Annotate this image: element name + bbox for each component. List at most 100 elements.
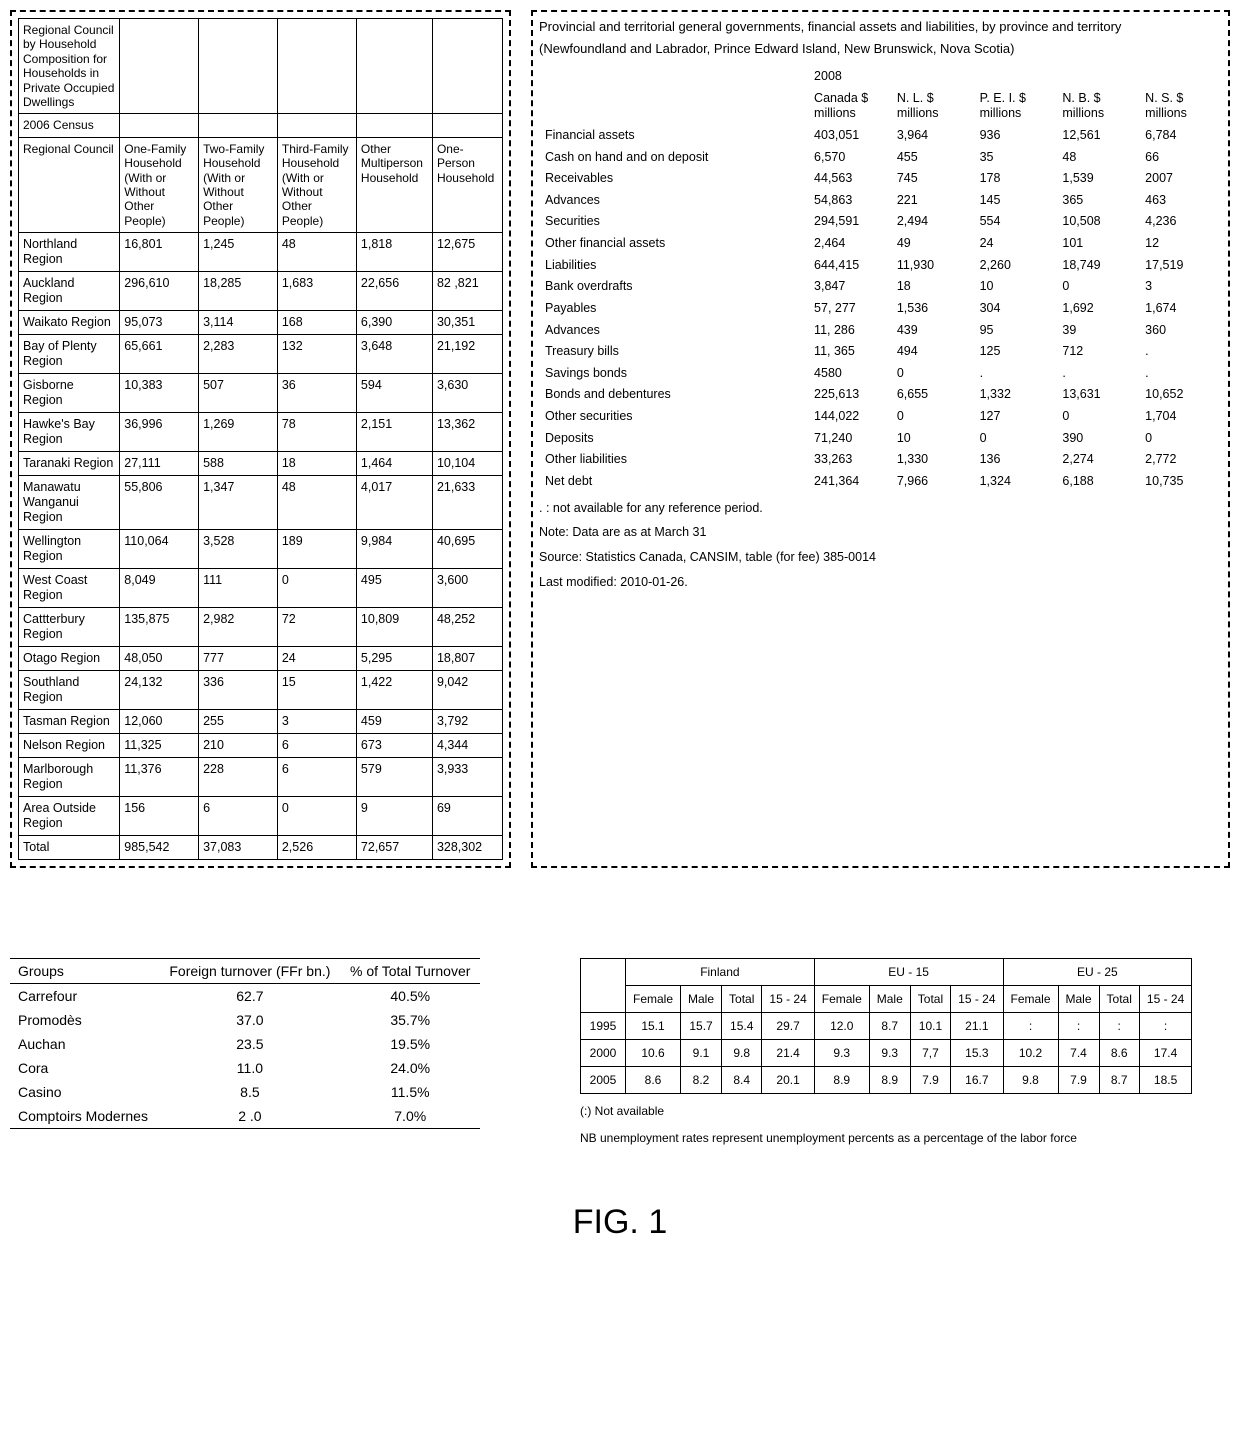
- t1-cell: 95,073: [120, 311, 199, 335]
- t2-cell: 221: [891, 190, 974, 212]
- t2-cell: 0: [1056, 276, 1139, 298]
- t2-cell: 13,631: [1056, 384, 1139, 406]
- t3-cell: Carrefour: [10, 984, 159, 1009]
- t2-cell: 0: [891, 363, 974, 385]
- t1-subtitle: 2006 Census: [19, 114, 120, 137]
- t1-cell: 336: [199, 671, 278, 710]
- t1-cell: Cattterbury Region: [19, 608, 120, 647]
- t4-subcol: Female: [814, 986, 869, 1013]
- t2-cell: 125: [974, 341, 1057, 363]
- t2-cell: 39: [1056, 320, 1139, 342]
- t1-cell: 1,683: [277, 272, 356, 311]
- t4-subcol: Male: [869, 986, 910, 1013]
- t2-cell: 4,236: [1139, 211, 1222, 233]
- t2-cell: 6,784: [1139, 125, 1222, 147]
- t1-cell: 37,083: [199, 836, 278, 860]
- t1-cell: 3: [277, 710, 356, 734]
- t4-group: Finland: [626, 959, 815, 986]
- t1-cell: 588: [199, 452, 278, 476]
- t1-cell: 65,661: [120, 335, 199, 374]
- t2-cell: .: [1139, 363, 1222, 385]
- t4-group: EU - 25: [1003, 959, 1192, 986]
- t1-cell: 10,104: [432, 452, 502, 476]
- t3-cell: 35.7%: [340, 1008, 480, 1032]
- t2-cell: 144,022: [808, 406, 891, 428]
- t2-cell: 10,735: [1139, 471, 1222, 493]
- t1-cell: 10,809: [356, 608, 432, 647]
- t4-subcol: 15 - 24: [1139, 986, 1191, 1013]
- t2-cell: Savings bonds: [539, 363, 808, 385]
- t2-cell: Advances: [539, 320, 808, 342]
- t1-cell: 3,528: [199, 530, 278, 569]
- t2-cell: 241,364: [808, 471, 891, 493]
- t2-cell: Bonds and debentures: [539, 384, 808, 406]
- t4-cell: 12.0: [814, 1013, 869, 1040]
- groups-table: GroupsForeign turnover (FFr bn.)% of Tot…: [10, 958, 480, 1129]
- t1-cell: Auckland Region: [19, 272, 120, 311]
- t1-cell: 6: [199, 797, 278, 836]
- t1-cell: 3,630: [432, 374, 502, 413]
- t1-cell: 1,245: [199, 233, 278, 272]
- t1-cell: 48: [277, 233, 356, 272]
- t4-cell: 8.7: [1099, 1067, 1139, 1094]
- t1-cell: Taranaki Region: [19, 452, 120, 476]
- t2-note: Last modified: 2010-01-26.: [539, 573, 1222, 592]
- t2-cell: 1,704: [1139, 406, 1222, 428]
- t1-cell: 13,362: [432, 413, 502, 452]
- t4-cell: 8.7: [869, 1013, 910, 1040]
- t4-cell: 10.1: [910, 1013, 950, 1040]
- t4-cell: 15.7: [681, 1013, 722, 1040]
- t2-cell: 1,324: [974, 471, 1057, 493]
- t2-cell: 11, 365: [808, 341, 891, 363]
- t1-cell: 135,875: [120, 608, 199, 647]
- t1-cell: 1,422: [356, 671, 432, 710]
- t1-cell: 18,807: [432, 647, 502, 671]
- t1-cell: 82 ,821: [432, 272, 502, 311]
- t1-cell: 36,996: [120, 413, 199, 452]
- regional-council-table: Regional Council by Household Compositio…: [18, 18, 503, 860]
- t1-cell: 6: [277, 734, 356, 758]
- t4-cell: 9.8: [722, 1040, 762, 1067]
- t2-cell: 6,188: [1056, 471, 1139, 493]
- t2-col: N. S. $millions: [1139, 88, 1222, 125]
- t1-cell: 48: [277, 476, 356, 530]
- t2-cell: 712: [1056, 341, 1139, 363]
- t4-cell: 7.4: [1058, 1040, 1099, 1067]
- t4-note: NB unemployment rates represent unemploy…: [580, 1129, 1192, 1148]
- t4-cell: 8.4: [722, 1067, 762, 1094]
- t2-note: Source: Statistics Canada, CANSIM, table…: [539, 548, 1222, 567]
- t1-cell: 21,633: [432, 476, 502, 530]
- t2-note: Note: Data are as at March 31: [539, 523, 1222, 542]
- t4-cell: 15.1: [626, 1013, 681, 1040]
- t2-cell: 0: [974, 428, 1057, 450]
- t3-cell: 40.5%: [340, 984, 480, 1009]
- t2-cell: Payables: [539, 298, 808, 320]
- t2-cell: 294,591: [808, 211, 891, 233]
- t2-cell: 455: [891, 147, 974, 169]
- t3-cell: 8.5: [159, 1080, 340, 1104]
- t1-cell: 777: [199, 647, 278, 671]
- t2-cell: 644,415: [808, 255, 891, 277]
- t1-cell: 985,542: [120, 836, 199, 860]
- t1-cell: Total: [19, 836, 120, 860]
- t4-subcol: 15 - 24: [951, 986, 1003, 1013]
- t1-cell: 18,285: [199, 272, 278, 311]
- t3-cell: 23.5: [159, 1032, 340, 1056]
- t1-cell: 168: [277, 311, 356, 335]
- t1-cell: 594: [356, 374, 432, 413]
- t4-cell: :: [1058, 1013, 1099, 1040]
- t3-col: Foreign turnover (FFr bn.): [159, 959, 340, 984]
- t1-cell: 1,347: [199, 476, 278, 530]
- t1-cell: 9,042: [432, 671, 502, 710]
- t1-cell: 24: [277, 647, 356, 671]
- t1-cell: 40,695: [432, 530, 502, 569]
- t2-cell: 12: [1139, 233, 1222, 255]
- t1-cell: 507: [199, 374, 278, 413]
- t1-cell: 48,252: [432, 608, 502, 647]
- t2-cell: Liabilities: [539, 255, 808, 277]
- t2-cell: 2,772: [1139, 449, 1222, 471]
- t2-cell: Advances: [539, 190, 808, 212]
- t2-cell: .: [1139, 341, 1222, 363]
- t2-cell: 33,263: [808, 449, 891, 471]
- t1-cell: 36: [277, 374, 356, 413]
